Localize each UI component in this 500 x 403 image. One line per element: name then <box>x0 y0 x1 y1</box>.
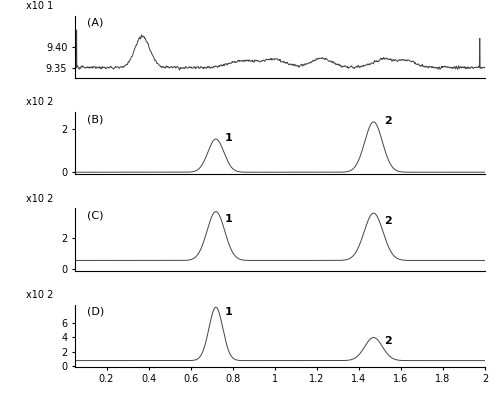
Text: x10 2: x10 2 <box>26 193 53 204</box>
Text: 2: 2 <box>384 216 392 226</box>
Text: 1: 1 <box>224 133 232 143</box>
Text: (B): (B) <box>88 114 104 124</box>
Text: 1: 1 <box>224 307 232 318</box>
Text: (D): (D) <box>88 307 104 316</box>
Text: 1: 1 <box>224 214 232 224</box>
Text: 2: 2 <box>384 116 392 126</box>
Text: x10 2: x10 2 <box>26 98 53 107</box>
Text: 2: 2 <box>384 337 392 346</box>
Text: (C): (C) <box>88 210 104 220</box>
Text: (A): (A) <box>88 18 104 28</box>
Text: x10 2: x10 2 <box>26 290 53 300</box>
Text: x10 1: x10 1 <box>26 1 53 11</box>
